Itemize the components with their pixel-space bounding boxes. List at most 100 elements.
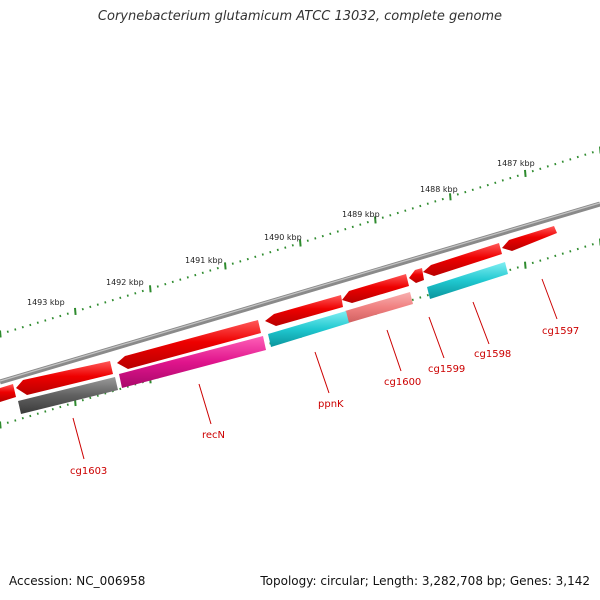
ruler-minor-tick [89, 396, 92, 400]
ruler-minor-tick [486, 183, 489, 187]
scale-label-1487: 1487 kbp [497, 159, 535, 168]
leader-cg1600 [386, 329, 402, 372]
gene-label-cg1599[interactable]: cg1599 [428, 364, 465, 375]
ruler-minor-tick [501, 179, 504, 182]
ruler-minor-tick [216, 266, 219, 270]
ruler-minor-tick [456, 193, 459, 196]
ruler-minor-tick [404, 209, 407, 212]
ruler-minor-tick [21, 325, 24, 329]
ruler-major-tick [224, 262, 227, 270]
ruler-minor-tick [321, 234, 324, 238]
ruler-minor-tick [411, 207, 414, 210]
gene-arrow-cg1597-region[interactable] [502, 226, 557, 251]
gene-label-leaders [72, 278, 558, 460]
ruler-minor-tick [51, 316, 54, 320]
ruler-minor-tick [6, 421, 9, 424]
ruler-minor-tick [171, 280, 174, 284]
ruler-minor-tick [546, 257, 549, 260]
gene-bar-cg1598[interactable] [427, 262, 508, 299]
ruler-minor-tick [426, 202, 429, 205]
gene-label-cg1600[interactable]: cg1600 [384, 377, 421, 388]
ruler-minor-tick [291, 244, 294, 247]
ruler-minor-tick [44, 319, 47, 322]
ruler-minor-tick [59, 405, 62, 409]
gene-bar-recN[interactable] [119, 336, 266, 388]
gene-bar-cg1603[interactable] [18, 377, 118, 414]
scale-label-1488: 1488 kbp [420, 185, 458, 194]
ruler-minor-tick [314, 237, 317, 240]
ruler-minor-tick [21, 416, 24, 420]
scale-label-1492: 1492 kbp [106, 278, 144, 287]
gene-arrow-outer-4[interactable] [342, 274, 409, 303]
leader-cg1597 [541, 278, 558, 320]
ruler-minor-tick [381, 216, 384, 219]
ruler-minor-tick [351, 225, 354, 229]
gene-arrow-outer-5[interactable] [265, 295, 343, 326]
gene-arrow-outer-7[interactable] [16, 361, 113, 395]
scale-label-1490: 1490 kbp [264, 233, 302, 242]
ruler-minor-tick [36, 412, 39, 415]
gene-label-recN[interactable]: recN [202, 430, 225, 441]
ruler-minor-tick [201, 271, 204, 275]
leader-recN [198, 383, 212, 425]
accession-text: Accession: NC_006958 [9, 574, 146, 588]
ruler-minor-tick [366, 220, 369, 224]
ruler-minor-tick [141, 289, 144, 293]
gene-arrow-outer-6[interactable] [117, 320, 261, 369]
ruler-minor-tick [411, 298, 414, 302]
ruler-minor-tick [426, 293, 429, 297]
ruler-minor-tick [111, 298, 114, 302]
ruler-minor-tick [6, 330, 9, 333]
ruler-minor-tick [276, 248, 279, 252]
genome-backbone-highlight [0, 202, 600, 382]
gene-label-cg1603[interactable]: cg1603 [70, 466, 107, 477]
ruler-minor-tick [591, 151, 594, 154]
ruler-minor-tick [81, 398, 84, 402]
ruler-major-tick [374, 216, 377, 224]
ruler-minor-tick [359, 223, 362, 226]
ruler-minor-tick [194, 273, 197, 277]
gene-label-cg1597[interactable]: cg1597 [542, 326, 579, 337]
leader-cg1599 [428, 316, 445, 359]
ruler-minor-tick [584, 153, 587, 156]
ruler-minor-tick [479, 186, 482, 189]
gene-arrow-outer-2[interactable] [423, 243, 502, 276]
ruler-minor-tick [531, 261, 534, 265]
ruler-minor-tick [284, 246, 287, 249]
ruler-minor-tick [156, 285, 159, 288]
leader-cg1598 [472, 301, 490, 345]
leader-cg1603 [72, 417, 85, 460]
ruler-minor-tick [539, 167, 542, 171]
ruler-minor-tick [66, 312, 69, 315]
map-title: Corynebacterium glutamicum ATCC 13032, c… [97, 9, 503, 24]
ruler-minor-tick [81, 307, 84, 311]
ruler-minor-tick [494, 181, 497, 185]
ruler-minor-tick [516, 266, 519, 269]
gene-bar-cg1600[interactable] [345, 292, 413, 323]
gene-bar-ppnK[interactable] [268, 311, 349, 347]
ruler-minor-tick [66, 403, 69, 406]
ruler-minor-tick [569, 250, 572, 253]
ruler-minor-tick [179, 278, 182, 281]
ruler-minor-tick [261, 253, 264, 256]
ruler-minor-tick [329, 232, 332, 236]
ruler-minor-tick [59, 314, 62, 318]
ruler-minor-tick [96, 303, 99, 306]
ruler-minor-tick [389, 214, 392, 217]
gene-arrow-outer-8[interactable] [0, 384, 16, 402]
gene-label-cg1598[interactable]: cg1598 [474, 349, 511, 360]
gene-arrow-outer-3[interactable] [409, 268, 424, 283]
ruler-minor-tick [29, 414, 32, 418]
ruler-minor-tick [51, 407, 54, 411]
gene-label-ppnK[interactable]: ppnK [318, 399, 344, 410]
ruler-minor-tick [14, 419, 17, 422]
ruler-minor-tick [209, 269, 212, 272]
ruler-minor-tick [569, 158, 572, 161]
ruler-major-tick [449, 193, 452, 201]
ruler-minor-tick [441, 197, 444, 201]
ruler-minor-tick [561, 160, 564, 163]
ruler-major-tick [524, 261, 527, 269]
ruler-minor-tick [126, 294, 129, 297]
gene-labels: cg1597 cg1598 cg1599 cg1600 ppnK recN cg… [70, 326, 579, 477]
